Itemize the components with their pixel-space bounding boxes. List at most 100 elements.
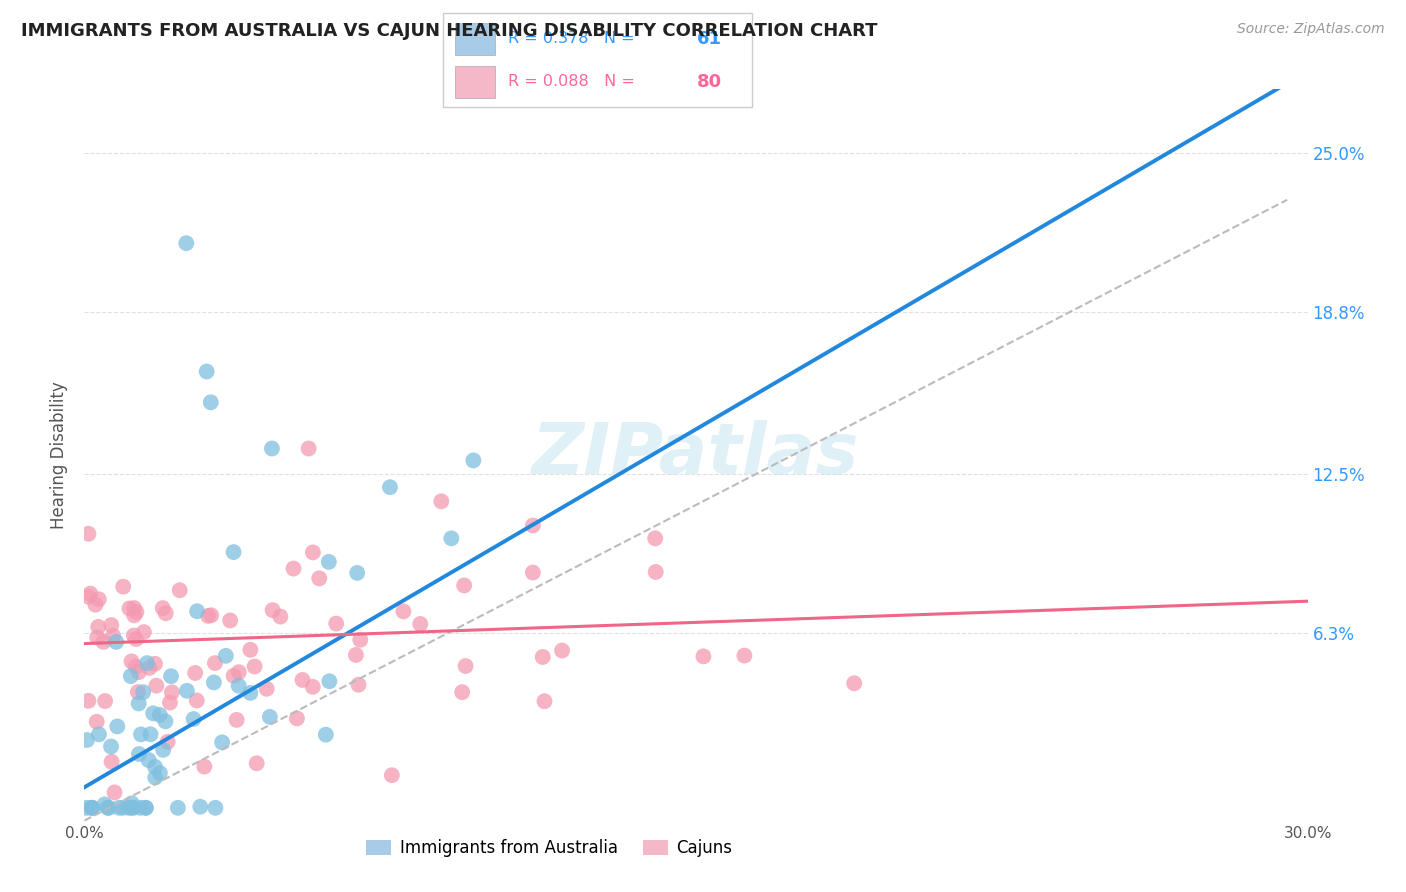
- Point: [283, 561, 305, 575]
- Point: [82, 801, 104, 815]
- Point: [108, 801, 131, 815]
- Point: [122, 608, 145, 623]
- Point: [184, 665, 207, 680]
- Point: [256, 681, 278, 696]
- Point: [132, 685, 155, 699]
- Point: [132, 625, 155, 640]
- Legend: Immigrants from Australia, Cajuns: Immigrants from Australia, Cajuns: [360, 832, 738, 863]
- Point: [101, 629, 124, 643]
- Point: [243, 659, 266, 673]
- Point: [100, 618, 122, 632]
- Point: [128, 747, 150, 761]
- Text: ZIPatlas: ZIPatlas: [533, 420, 859, 490]
- Point: [298, 442, 321, 456]
- Point: [378, 480, 401, 494]
- Point: [122, 801, 145, 815]
- Point: [135, 801, 157, 815]
- Point: [152, 743, 174, 757]
- Point: [228, 679, 250, 693]
- Point: [118, 601, 141, 615]
- Point: [87, 592, 110, 607]
- Point: [139, 727, 162, 741]
- Point: [259, 710, 281, 724]
- Point: [219, 614, 242, 628]
- Point: [77, 590, 100, 604]
- Y-axis label: Hearing Disability: Hearing Disability: [51, 381, 69, 529]
- Point: [77, 694, 100, 708]
- Point: [152, 601, 174, 615]
- Point: [125, 605, 148, 619]
- Point: [86, 631, 108, 645]
- Point: [291, 673, 314, 687]
- Point: [186, 604, 208, 618]
- Text: 61: 61: [696, 29, 721, 47]
- Point: [522, 518, 544, 533]
- FancyBboxPatch shape: [443, 13, 752, 107]
- Point: [100, 739, 122, 754]
- Point: [169, 583, 191, 598]
- Point: [193, 759, 215, 773]
- Point: [225, 713, 247, 727]
- Point: [522, 566, 544, 580]
- Point: [125, 659, 148, 673]
- Point: [174, 236, 197, 251]
- Point: [239, 642, 262, 657]
- Point: [122, 628, 145, 642]
- Point: [122, 601, 145, 615]
- Point: [156, 735, 179, 749]
- Point: [204, 801, 226, 815]
- Point: [118, 801, 141, 815]
- Point: [125, 632, 148, 646]
- Point: [430, 494, 453, 508]
- Point: [160, 685, 183, 699]
- Point: [103, 785, 125, 799]
- Point: [202, 675, 225, 690]
- Point: [100, 755, 122, 769]
- Point: [285, 711, 308, 725]
- Point: [381, 768, 404, 782]
- Point: [135, 801, 157, 815]
- Point: [79, 586, 101, 600]
- Point: [195, 364, 218, 378]
- Text: 80: 80: [696, 73, 721, 91]
- Point: [149, 766, 172, 780]
- Point: [262, 603, 284, 617]
- Point: [84, 598, 107, 612]
- Point: [551, 643, 574, 657]
- Point: [533, 694, 555, 708]
- Point: [197, 608, 219, 623]
- Point: [347, 678, 370, 692]
- Point: [97, 801, 120, 815]
- Point: [176, 683, 198, 698]
- Point: [344, 648, 367, 662]
- Point: [93, 635, 115, 649]
- Point: [145, 679, 167, 693]
- Point: [111, 801, 134, 815]
- Point: [80, 801, 103, 815]
- Point: [269, 609, 291, 624]
- Point: [94, 694, 117, 708]
- Point: [644, 532, 666, 546]
- Point: [200, 395, 222, 409]
- FancyBboxPatch shape: [456, 22, 495, 54]
- Text: R = 0.378   N =: R = 0.378 N =: [508, 31, 640, 46]
- Point: [246, 756, 269, 771]
- Point: [97, 801, 120, 815]
- Point: [318, 555, 340, 569]
- Point: [76, 733, 98, 747]
- Point: [75, 801, 97, 815]
- Point: [228, 665, 250, 680]
- Point: [138, 753, 160, 767]
- Point: [138, 661, 160, 675]
- Point: [844, 676, 866, 690]
- Point: [409, 617, 432, 632]
- Point: [127, 685, 149, 699]
- Point: [318, 674, 340, 689]
- Point: [155, 714, 177, 729]
- Point: [149, 708, 172, 723]
- Point: [349, 632, 371, 647]
- Point: [346, 566, 368, 580]
- Point: [204, 656, 226, 670]
- Point: [143, 760, 166, 774]
- Point: [143, 771, 166, 785]
